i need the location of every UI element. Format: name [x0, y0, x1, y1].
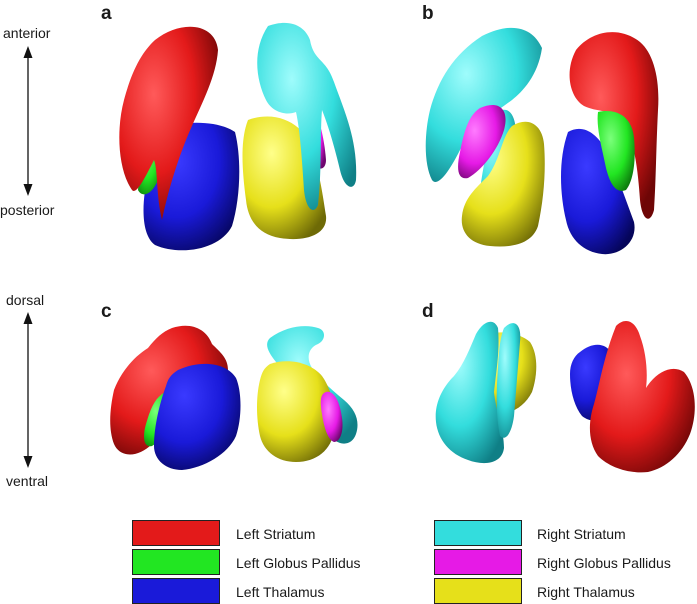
legend-label-left-thalamus: Left Thalamus	[236, 584, 325, 600]
panel-label-b: b	[422, 3, 434, 24]
right-thalamus-shape	[257, 361, 335, 462]
legend-label-right-globus-pallidus: Right Globus Pallidus	[537, 555, 671, 571]
dorsal-ventral-arrow	[23, 312, 33, 468]
left-striatum-shape	[569, 32, 659, 219]
right-striatum-shape	[425, 27, 542, 182]
legend-swatch-right-striatum	[434, 520, 522, 546]
right-globus-pallidus-shape	[320, 391, 343, 442]
legend-label-left-globus-pallidus: Left Globus Pallidus	[236, 555, 361, 571]
axis-label-anterior: anterior	[3, 25, 51, 41]
panel-b-render	[425, 27, 659, 255]
legend-swatch-left-globus-pallidus	[132, 549, 220, 575]
panel-c-render	[110, 325, 358, 470]
legend-swatch-right-thalamus	[434, 578, 522, 604]
right-striatum-shape	[435, 321, 504, 464]
right-striatum-shape	[257, 22, 357, 210]
left-striatum-shape	[589, 321, 695, 473]
left-striatum-shape	[119, 26, 218, 220]
legend-swatch-left-thalamus	[132, 578, 220, 604]
anterior-posterior-arrow	[23, 46, 33, 196]
panel-label-d: d	[422, 301, 434, 322]
left-globus-pallidus-shape	[597, 111, 635, 191]
panel-a-render	[119, 22, 357, 251]
legend-label-right-striatum: Right Striatum	[537, 526, 626, 542]
right-globus-pallidus-shape	[458, 104, 506, 179]
axis-label-dorsal: dorsal	[6, 292, 45, 308]
axis-label-posterior: posterior	[0, 202, 55, 218]
legend-swatch-right-globus-pallidus	[434, 549, 522, 575]
panel-d-render	[435, 321, 695, 473]
panel-label-a: a	[101, 3, 112, 24]
legend-label-left-striatum: Left Striatum	[236, 526, 316, 542]
left-thalamus-shape	[154, 363, 241, 470]
panel-label-c: c	[101, 301, 112, 322]
legend-label-right-thalamus: Right Thalamus	[537, 584, 635, 600]
axis-label-ventral: ventral	[6, 473, 49, 489]
left-thalamus-shape	[561, 128, 635, 255]
right-thalamus-shape	[461, 121, 545, 247]
legend-swatch-left-striatum	[132, 520, 220, 546]
